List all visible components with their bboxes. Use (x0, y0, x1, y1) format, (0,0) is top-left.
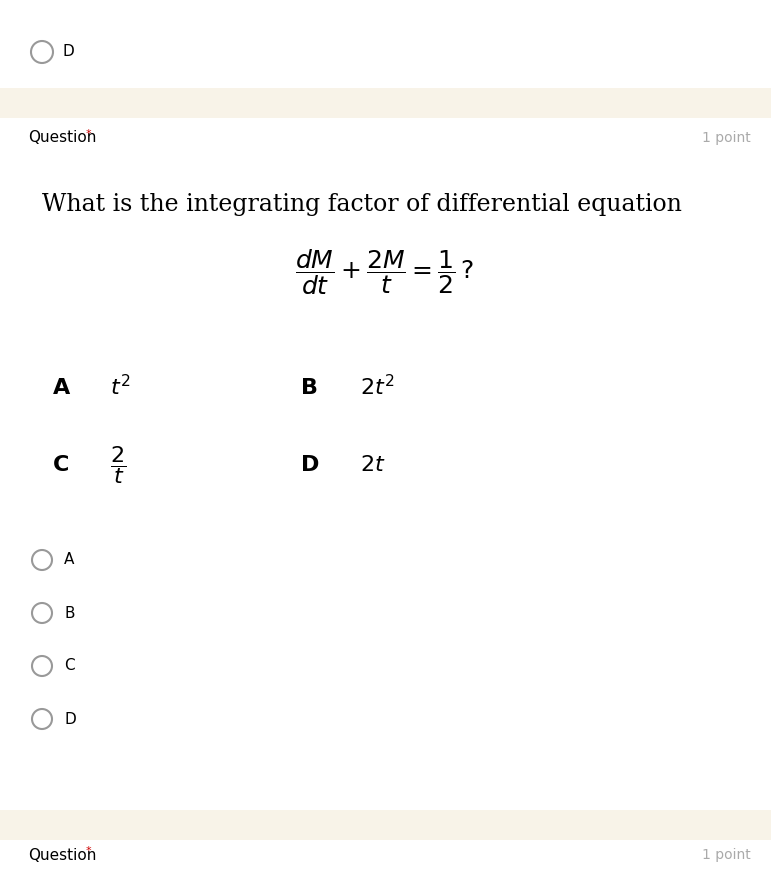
Text: $2t$: $2t$ (360, 454, 386, 476)
Text: Question: Question (28, 130, 96, 146)
Text: 1 point: 1 point (702, 131, 751, 145)
Text: $\dfrac{2}{t}$: $\dfrac{2}{t}$ (110, 444, 126, 486)
Text: $\mathbf{C}$: $\mathbf{C}$ (52, 454, 69, 476)
Text: D: D (62, 45, 74, 59)
Text: 1 point: 1 point (702, 848, 751, 862)
Text: D: D (64, 711, 76, 726)
Text: $t^2$: $t^2$ (110, 375, 130, 401)
Bar (0, 810, 771, 840)
Text: $\mathbf{D}$: $\mathbf{D}$ (300, 454, 319, 476)
Bar (0, 88, 771, 118)
Text: $\mathbf{A}$: $\mathbf{A}$ (52, 377, 71, 399)
Text: B: B (64, 606, 75, 621)
Text: A: A (64, 553, 74, 567)
Text: Question: Question (28, 848, 96, 863)
Text: $\dfrac{dM}{dt} + \dfrac{2M}{t} = \dfrac{1}{2}\,?$: $\dfrac{dM}{dt} + \dfrac{2M}{t} = \dfrac… (295, 247, 475, 297)
Text: $\mathbf{B}$: $\mathbf{B}$ (300, 377, 318, 399)
Text: $2t^2$: $2t^2$ (360, 375, 395, 401)
Text: What is the integrating factor of differential equation: What is the integrating factor of differ… (42, 194, 682, 217)
Text: *: * (86, 846, 92, 856)
Text: *: * (86, 129, 92, 139)
Text: C: C (64, 658, 75, 673)
